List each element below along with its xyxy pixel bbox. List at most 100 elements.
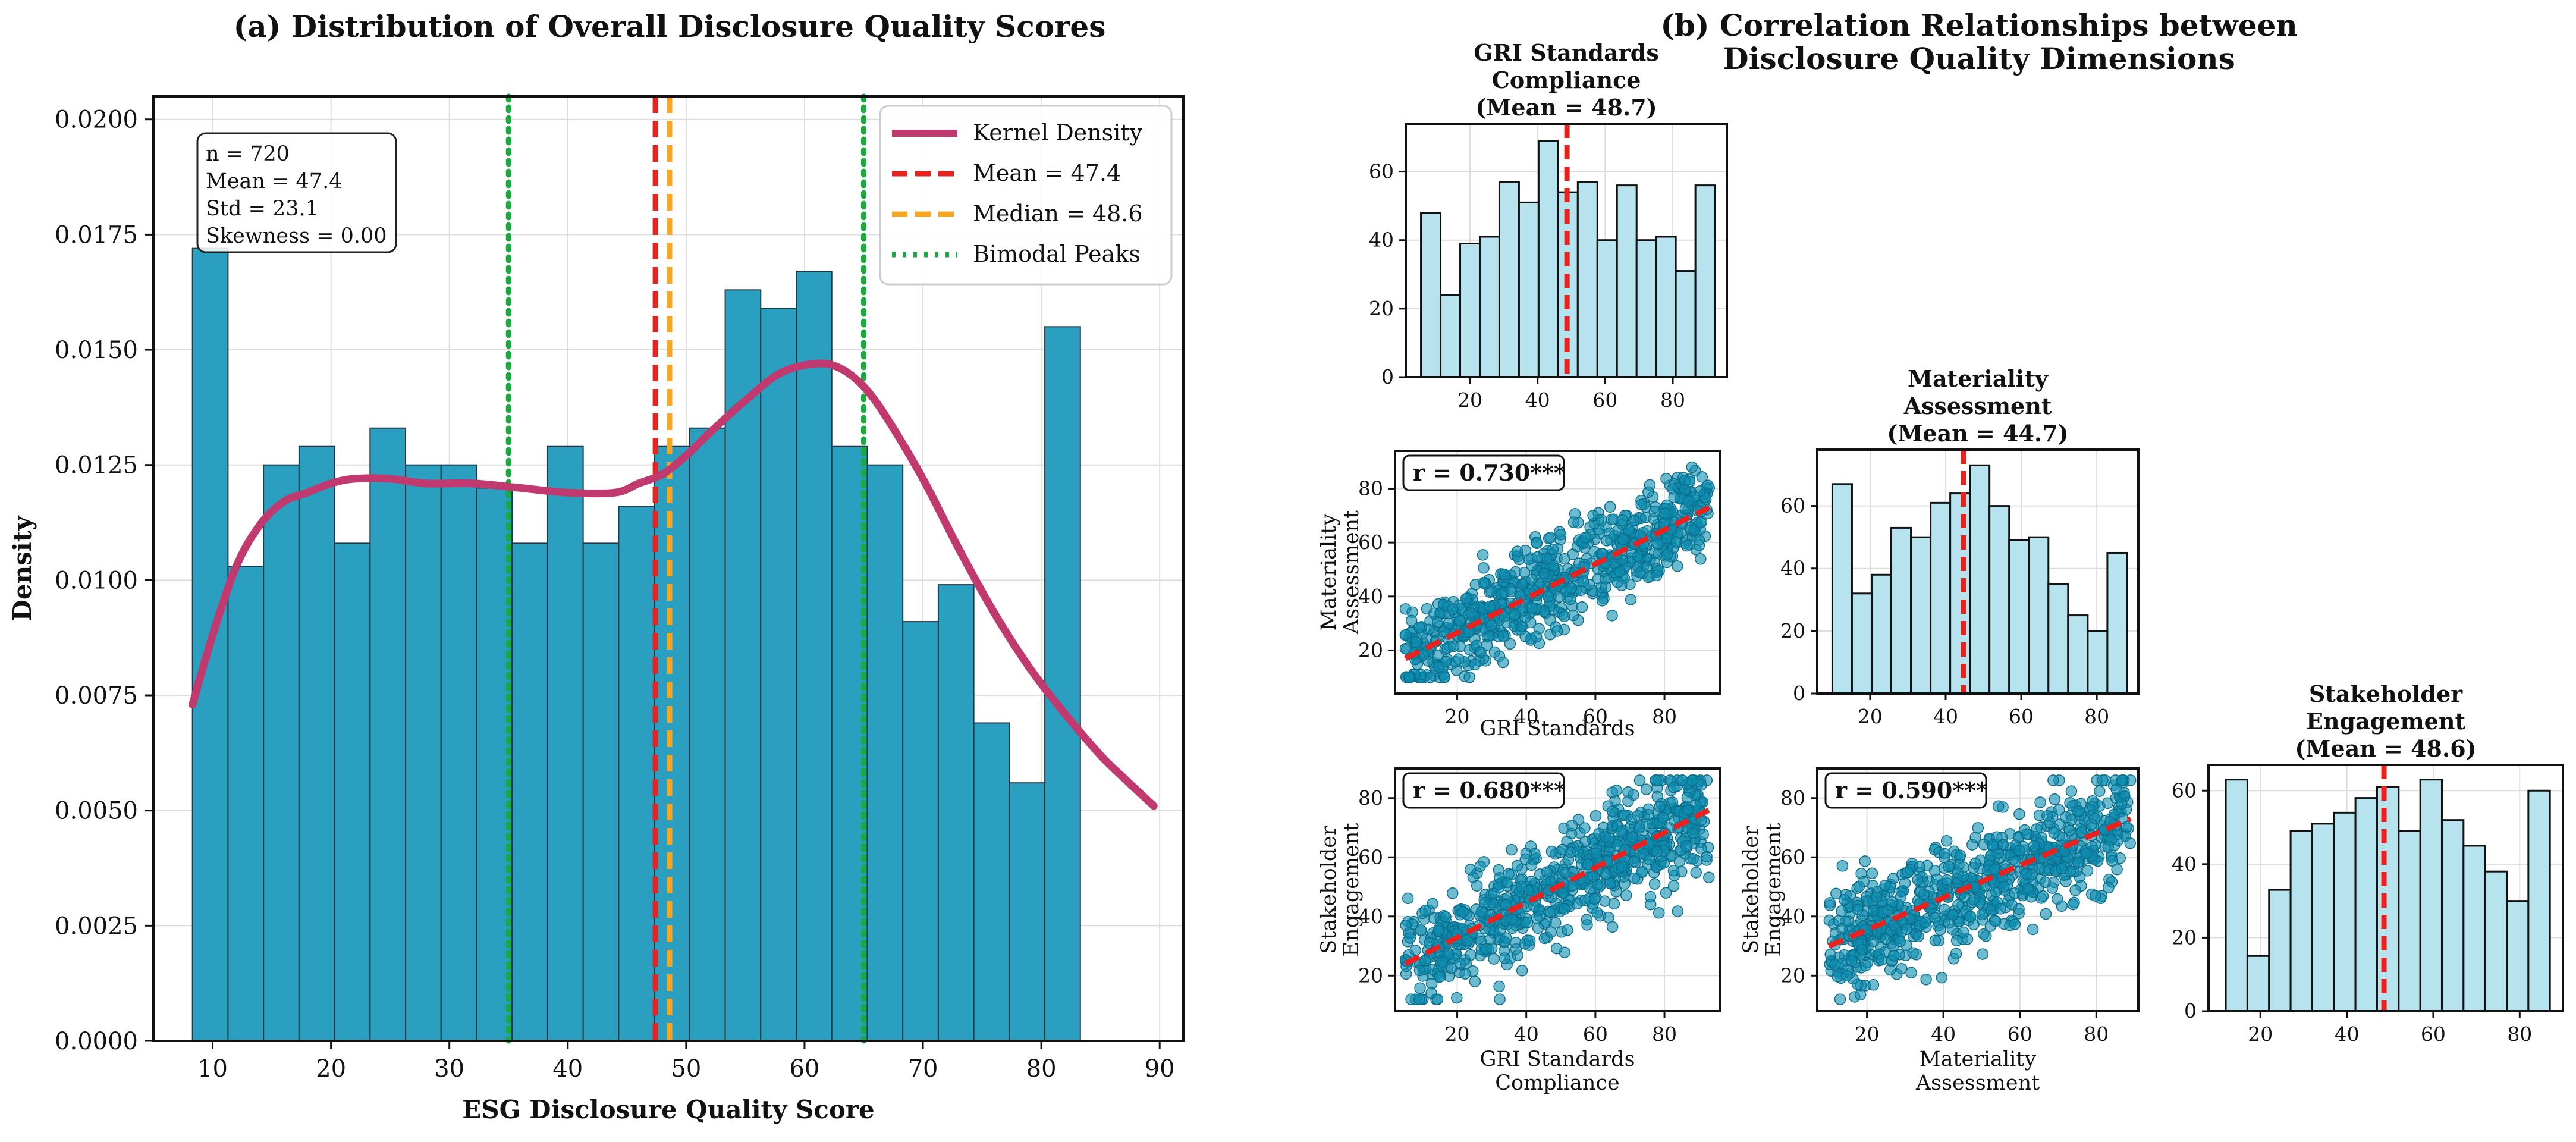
scatter-point <box>1437 956 1449 968</box>
scatter-point <box>1950 934 1963 947</box>
scatter-point <box>1957 870 1969 882</box>
scatter-point <box>1853 880 1865 893</box>
scatter-point <box>1824 948 1836 961</box>
scatter-x-axis-label: GRI Standards <box>1479 1047 1635 1071</box>
scatter-point <box>1668 782 1680 793</box>
scatter-point <box>2116 798 2128 810</box>
scatter-point <box>1687 853 1699 865</box>
scatter-point <box>1920 974 1932 986</box>
y-tick-label: 20 <box>1369 297 1394 320</box>
y-tick-label: 0.0175 <box>55 221 138 249</box>
scatter-point <box>1667 880 1680 892</box>
histogram-title: GRI Standards <box>1474 39 1658 66</box>
scatter-point <box>1612 524 1624 537</box>
scatter-point <box>1628 514 1640 526</box>
scatter-point <box>1572 846 1584 858</box>
scatter-point <box>1404 932 1416 944</box>
histogram-title: Stakeholder <box>2309 680 2463 707</box>
scatter-y-axis-label: Engagement <box>1762 823 1786 957</box>
scatter-point <box>2081 865 2094 877</box>
scatter-point <box>2124 837 2136 849</box>
scatter-point <box>2048 827 2060 839</box>
scatter-point <box>2013 808 2025 820</box>
scatter-point <box>1516 880 1528 892</box>
scatter-point <box>1485 619 1497 632</box>
scatter-point <box>1461 934 1474 947</box>
histogram-bar <box>1616 184 1638 378</box>
scatter-point <box>1667 864 1680 877</box>
scatter-point <box>1876 954 1887 966</box>
scatter-point <box>1992 847 2005 859</box>
scatter-point <box>1644 890 1657 903</box>
histogram-title: Materiality <box>1908 365 2049 392</box>
scatter-point <box>2053 804 2065 816</box>
y-tick-label: 40 <box>1369 228 1394 252</box>
scatter-point <box>1516 965 1528 977</box>
x-tick-label: 20 <box>2248 1022 2273 1046</box>
scatter-point <box>1880 933 1892 945</box>
x-tick-label: 60 <box>2008 1022 2032 1046</box>
scatter-point <box>1950 948 1962 960</box>
scatter-point <box>1606 786 1618 798</box>
scatter-point <box>1566 820 1578 832</box>
scatter-point <box>1670 536 1682 548</box>
scatter-point <box>1519 853 1531 865</box>
scatter-point <box>1977 948 1989 960</box>
scatter-point <box>1534 910 1546 922</box>
scatter-point <box>1600 868 1612 880</box>
panel-a-y-axis-label: Density <box>8 515 37 622</box>
scatter-point <box>1454 958 1466 970</box>
scatter-point <box>1954 849 1966 861</box>
histogram-bar <box>2311 823 2335 1012</box>
scatter-point <box>1413 993 1425 1005</box>
panel-a: (a) Distribution of Overall Disclosure Q… <box>8 9 1185 1124</box>
histogram-bar <box>2225 779 2248 1012</box>
scatter-subplot: 20 40 60 80 20 40 60 80 r = 0.590*** MaterialityA… <box>1739 767 2140 1095</box>
scatter-point <box>1550 917 1562 929</box>
histogram-bar <box>1831 483 1853 695</box>
scatter-point <box>1425 987 1437 999</box>
scatter-point <box>1494 993 1506 1005</box>
scatter-point <box>1697 829 1709 840</box>
histogram-bar <box>937 584 975 1041</box>
scatter-point <box>1488 887 1500 899</box>
scatter-point <box>1651 845 1663 858</box>
histogram-bar <box>298 445 335 1041</box>
scatter-point <box>1836 860 1849 872</box>
histogram-bar <box>1009 782 1046 1041</box>
x-tick-label: 80 <box>1652 705 1677 728</box>
scatter-point <box>2065 814 2078 826</box>
scatter-point <box>1969 832 1981 843</box>
histogram-bar <box>2398 830 2421 1012</box>
scatter-point <box>1660 887 1672 899</box>
scatter-point <box>1879 880 1891 892</box>
y-tick-label: 20 <box>1358 638 1383 661</box>
scatter-point <box>1557 887 1569 899</box>
x-tick-label: 50 <box>671 1055 701 1083</box>
scatter-point <box>1519 611 1531 623</box>
scatter-point <box>1519 566 1531 579</box>
scatter-point <box>1460 592 1472 605</box>
scatter-point <box>1446 887 1459 899</box>
scatter-point <box>1623 524 1635 536</box>
regression-line <box>1827 816 2132 949</box>
y-tick-label: 0.0150 <box>55 337 138 364</box>
scatter-point <box>1633 774 1646 786</box>
scatter-point <box>1652 774 1664 786</box>
scatter-point <box>2037 890 2049 902</box>
scatter-subplot: 20 40 60 80 20 40 60 80 r = 0.730*** GRI Standard… <box>1317 450 1721 741</box>
histogram-title: Compliance <box>1492 67 1641 93</box>
histogram-bar <box>2246 955 2270 1012</box>
scatter-point <box>1841 970 1853 982</box>
scatter-point <box>1516 578 1528 590</box>
panel-a-frame <box>152 95 1185 1042</box>
histogram-bar <box>1576 181 1598 378</box>
scatter-point <box>2041 810 2053 822</box>
scatter-point <box>1958 926 1969 939</box>
scatter-point <box>1900 923 1912 936</box>
scatter-point <box>1968 893 1980 906</box>
scatter-point <box>1413 621 1425 633</box>
x-tick-label: 90 <box>1145 1055 1175 1083</box>
scatter-point <box>1547 560 1560 572</box>
scatter-point <box>1554 529 1567 541</box>
